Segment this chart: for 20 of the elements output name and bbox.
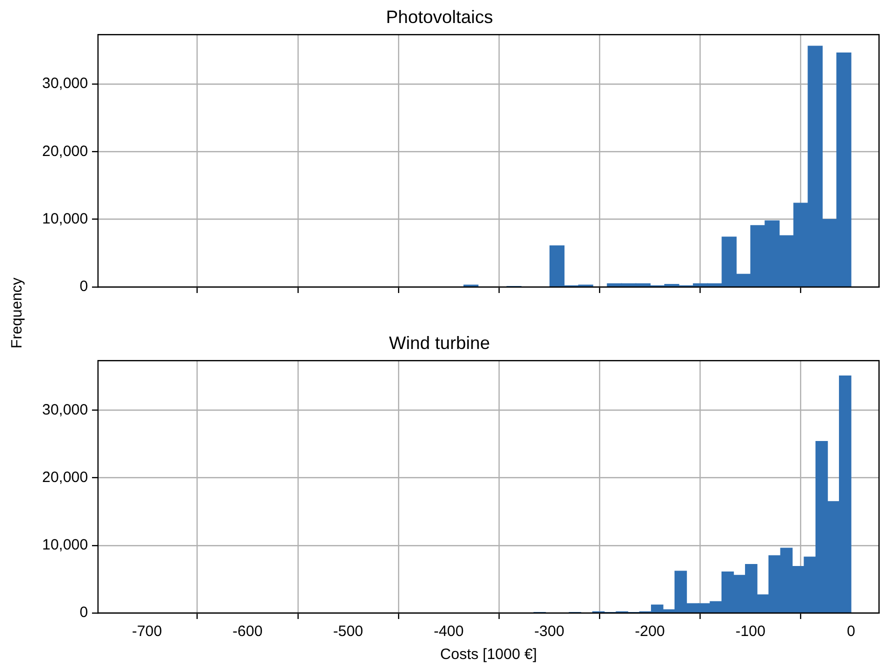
x-tick-label: -400 [434,623,464,640]
y-tick-label: 20,000 [42,142,88,160]
x-tick-label: -100 [735,623,766,640]
y-tick-label: 30,000 [42,401,88,418]
x-tick-label: -200 [634,623,665,640]
chart-title: Photovoltaics [386,6,494,27]
x-tick-label: -600 [232,623,263,640]
y-tick-label: 10,000 [42,536,88,554]
y-tick-label: 30,000 [42,75,88,92]
x-tick-label: -300 [534,623,564,640]
chart-title: Wind turbine [388,332,490,353]
x-tick-label: 0 [846,623,856,640]
x-tick-label: -700 [132,623,162,640]
y-tick-label: 10,000 [42,210,88,228]
y-axis-title: Frequency [8,278,26,348]
x-axis-title: Costs [1000 €] [440,646,537,664]
x-tick-label: -500 [333,623,364,640]
y-tick-label: 20,000 [42,468,88,486]
y-tick-label: 0 [80,604,88,622]
y-tick-label: 0 [80,278,88,296]
